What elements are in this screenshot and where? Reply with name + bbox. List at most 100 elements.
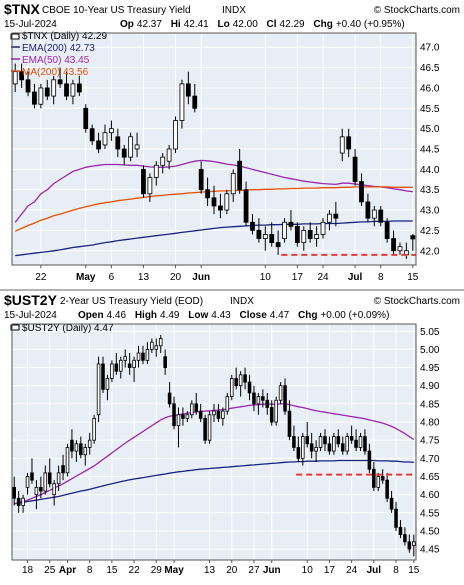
x-tick-label: 22 <box>129 565 141 576</box>
candle-body <box>269 407 274 423</box>
candle-body <box>57 79 63 85</box>
candle-body <box>134 144 140 150</box>
candle-body <box>34 486 39 496</box>
candle <box>32 83 37 109</box>
candle-body <box>262 234 268 239</box>
candle <box>176 407 181 448</box>
candle <box>238 371 243 397</box>
candle-body <box>25 79 31 93</box>
candle <box>38 83 44 109</box>
candle <box>269 400 274 426</box>
candle-body <box>192 95 198 109</box>
candle-body <box>147 177 153 195</box>
candle <box>359 173 364 206</box>
instrument-name: 2-Year US Treasury Yield (EOD) <box>60 296 203 307</box>
candle-body <box>166 148 172 162</box>
ohlc-high-value: 4.49 <box>160 310 180 321</box>
candle-body <box>378 209 384 223</box>
candle <box>141 165 146 198</box>
candle-body <box>153 164 159 178</box>
candle <box>198 161 204 194</box>
candle <box>34 480 39 510</box>
candle-body <box>83 107 89 130</box>
candle-body <box>61 465 65 474</box>
candle <box>305 422 310 448</box>
candle-body <box>110 363 114 379</box>
ohlc-change-value: +0.40 (+0.95%) <box>336 19 405 30</box>
candle <box>128 132 134 162</box>
candle-body <box>367 450 372 470</box>
x-tick-label: Jul <box>348 272 363 283</box>
x-tick-label: 15 <box>407 272 419 283</box>
candle-body <box>173 120 178 150</box>
candle <box>314 226 319 247</box>
candle-body <box>275 242 281 248</box>
candle-body <box>294 225 300 244</box>
candle <box>410 234 416 251</box>
candle-body <box>74 443 79 452</box>
ohlc-change-key: Chg <box>298 310 317 321</box>
candle <box>256 218 262 243</box>
y-tick-label: 42.0 <box>420 246 440 257</box>
candle <box>19 63 25 88</box>
grid-lines <box>12 324 416 560</box>
candle <box>194 392 199 415</box>
candle-body <box>252 392 256 405</box>
candle <box>70 429 74 459</box>
candle <box>301 432 305 466</box>
y-tick-label: 44.0 <box>420 165 440 176</box>
candle <box>83 443 88 466</box>
x-tick-label: Jul <box>367 565 382 576</box>
candle-body <box>224 193 230 211</box>
ohlc-open-value: 4.46 <box>107 310 127 321</box>
candle-body <box>38 87 44 105</box>
candle <box>221 407 225 426</box>
candle-body <box>216 410 221 419</box>
candle-body <box>109 128 114 134</box>
candle <box>230 169 236 202</box>
candle-body <box>89 128 95 142</box>
candle-body <box>301 229 307 244</box>
candle <box>278 382 283 404</box>
chart-header-ust2y: $UST2Y 2-Year US Treasury Yield (EOD) IN… <box>4 292 460 321</box>
candle-body <box>283 385 287 412</box>
candle-body <box>394 508 398 528</box>
candle-body <box>349 436 354 441</box>
candle-body <box>136 352 141 361</box>
candle-body <box>333 213 339 219</box>
candle <box>380 469 385 484</box>
legend: $UST2Y (Daily) 4.47 <box>10 323 114 334</box>
legend-ema200-label: EMA(200) 42.73 <box>22 43 95 54</box>
x-tick-label: 13 <box>138 272 150 283</box>
candle-body <box>250 221 255 231</box>
y-tick-label: 45.0 <box>420 124 440 135</box>
candle-body <box>25 476 30 488</box>
x-axis: 18 25 Apr 8 15 22 29 May 13 20 27 Jun 10 17 24 Jul 8 15 <box>22 560 420 576</box>
candle <box>252 385 256 412</box>
candle <box>115 128 121 158</box>
candle <box>114 353 119 375</box>
candle-body <box>64 83 69 97</box>
candle <box>154 338 159 357</box>
candle-body <box>160 156 166 166</box>
symbol-label: $UST2Y <box>4 292 58 308</box>
candle <box>150 338 154 354</box>
candle-body <box>56 472 61 485</box>
candle-body <box>96 140 101 150</box>
candle-body <box>247 381 252 394</box>
x-tick-label: 24 <box>317 272 329 283</box>
candle <box>87 432 92 455</box>
ohlc-change-value: +0.00 (+0.09%) <box>320 310 389 321</box>
candle-body <box>230 173 236 195</box>
candle-body <box>363 436 367 452</box>
candle <box>269 222 275 247</box>
candle-body <box>185 414 190 419</box>
candle-body <box>30 472 34 481</box>
y-tick-label: 47.0 <box>420 43 440 54</box>
candle-body <box>237 160 243 191</box>
candle-body <box>407 541 412 550</box>
candle <box>256 392 261 415</box>
candle-body <box>176 414 181 427</box>
candle-body <box>384 221 390 239</box>
